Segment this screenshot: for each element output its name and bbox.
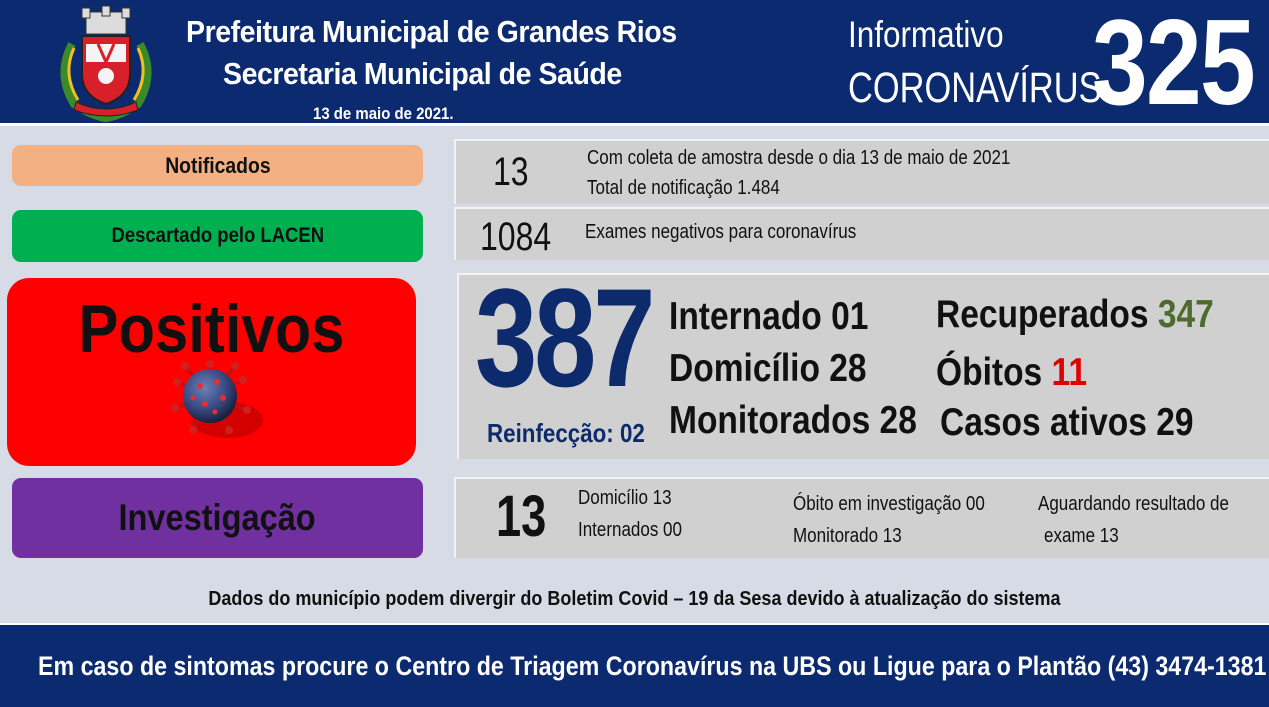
obitos-value: 11 [1051,351,1087,394]
notificados-label: Notificados [164,152,271,178]
positivos-value: 387 [475,259,655,416]
reinfeccao-label: Reinfecção: 02 [487,418,645,448]
prefeitura-title: Prefeitura Municipal de Grandes Rios [186,14,677,49]
investigacao-panel: 13 Domicílio 13 Internados 00 Óbito em i… [454,477,1269,558]
investigacao-value: 13 [496,484,547,549]
header-banner: Prefeitura Municipal de Grandes Rios Sec… [0,0,1269,130]
investigacao-domicilio: Domicílio 13 [578,487,672,509]
descartado-detail: Exames negativos para coronavírus [585,221,857,243]
obitos-label: Óbitos [936,351,1043,394]
footer-contact-text: Em caso de sintomas procure o Centro de … [38,651,1267,681]
aguardando-resultado-2: exame 13 [1044,525,1119,547]
recuperados-value: 347 [1157,293,1214,336]
footer-banner: Em caso de sintomas procure o Centro de … [0,623,1269,707]
investigacao-internados: Internados 00 [578,519,682,541]
investigacao-label: Investigação [118,497,317,538]
municipal-crest-icon [60,5,152,122]
notificados-detail-2: Total de notificação 1.484 [587,177,780,199]
domicilio-stat: Domicílio 28 [669,347,867,390]
notificados-box: Notificados [12,145,423,186]
descartado-panel: 1084 Exames negativos para coronavírus [454,207,1269,260]
recuperados-stat: Recuperados 347 [936,293,1214,337]
notificados-panel: 13 Com coleta de amostra desde o dia 13 … [454,139,1269,204]
positivos-panel: 387 Reinfecção: 02 Internado 01 Domicíli… [457,259,1269,459]
internado-stat: Internado 01 [669,295,869,338]
investigacao-box: Investigação [12,478,423,558]
informativo-label: Informativo [848,14,1004,55]
disclaimer-note: Dados do município podem divergir do Bol… [0,588,1269,611]
notificados-detail-1: Com coleta de amostra desde o dia 13 de … [587,147,1011,169]
coronavirus-icon [171,360,263,438]
aguardando-resultado-1: Aguardando resultado de [1038,493,1229,515]
bulletin-date: 13 de maio de 2021. [313,104,454,123]
obitos-stat: Óbitos 11 [936,351,1087,395]
investigacao-monitorado: Monitorado 13 [793,525,902,547]
monitorados-stat: Monitorados 28 [669,399,917,442]
casos-ativos-stat: Casos ativos 29 [940,401,1194,444]
descartado-value: 1084 [480,215,552,259]
secretaria-title: Secretaria Municipal de Saúde [223,56,622,91]
disclaimer-text: Dados do município podem divergir do Bol… [208,588,1061,610]
descartado-label: Descartado pelo LACEN [111,224,324,247]
descartado-box: Descartado pelo LACEN [12,210,423,262]
bulletin-number: 325 [1092,0,1256,130]
recuperados-label: Recuperados [936,293,1149,336]
notificados-value: 13 [493,150,529,194]
positivos-label: Positivos [78,291,345,367]
obito-investigacao: Óbito em investigação 00 [793,493,985,515]
coronavirus-label: CORONAVÍRUS [848,64,1102,112]
